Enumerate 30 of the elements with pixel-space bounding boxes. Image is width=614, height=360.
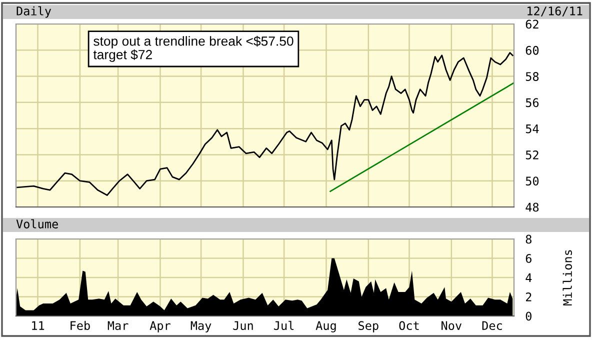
chart-title: Daily xyxy=(16,6,52,18)
y-tick-label: 58 xyxy=(526,72,539,81)
y-tick-label: 52 xyxy=(526,150,538,160)
y-tick-label: 56 xyxy=(526,98,539,108)
x-tick-label: Sep xyxy=(358,321,378,332)
x-tick-label: Jun xyxy=(233,321,253,330)
y-tick-label: 48 xyxy=(526,202,539,212)
y-tick-label: 60 xyxy=(526,46,539,55)
y-tick-label: 8 xyxy=(526,234,532,244)
y-tick-label: 2 xyxy=(526,292,532,302)
x-tick-label: 11 xyxy=(32,321,44,330)
x-tick-label: May xyxy=(190,321,212,332)
chart-title: Volume xyxy=(16,219,58,228)
x-tick-label: Nov xyxy=(442,321,462,330)
y-tick-label: 0 xyxy=(526,312,532,321)
y-tick-label: 54 xyxy=(526,124,539,134)
text: 12/16/11 xyxy=(528,6,582,16)
y-tick-label: 62 xyxy=(526,20,538,29)
x-tick-label: Mar xyxy=(108,321,128,330)
y-tick-label: 4 xyxy=(526,273,532,282)
x-tick-label: Aug xyxy=(316,321,336,332)
x-tick-label: Apr xyxy=(150,321,170,332)
annotation: stop out a trendline break <$57.50 target $72 xyxy=(93,36,294,62)
y-tick-label: 50 xyxy=(526,176,539,186)
x-tick-label: Oct xyxy=(399,321,419,330)
y-tick-label: 6 xyxy=(526,254,532,263)
x-tick-label: Dec xyxy=(482,321,502,330)
y-axis-title: Millions xyxy=(562,250,572,306)
x-tick-label: Jul xyxy=(274,320,294,330)
x-tick-label: Feb xyxy=(70,320,90,330)
